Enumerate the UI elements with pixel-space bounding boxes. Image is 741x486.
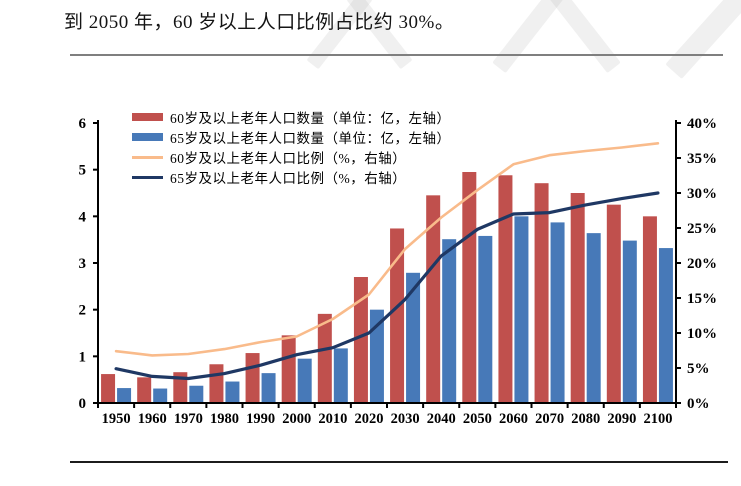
bar-60plus-count bbox=[390, 228, 405, 403]
bar-65plus-count bbox=[261, 373, 276, 403]
bar-60plus-count bbox=[281, 335, 296, 403]
right-axis-tick-label: 40% bbox=[687, 116, 717, 132]
bar-65plus-count bbox=[369, 309, 384, 403]
bar-60plus-count bbox=[606, 204, 621, 403]
right-axis-tick-label: 30% bbox=[687, 186, 717, 202]
bar-60plus-count bbox=[462, 172, 477, 403]
left-axis-tick-label: 4 bbox=[79, 209, 87, 225]
x-axis-category-label: 2070 bbox=[535, 411, 564, 427]
line-60plus-ratio bbox=[114, 142, 660, 357]
chart-legend: 60岁及以上老年人口数量（单位：亿，左轴） 65岁及以上老年人口数量（单位：亿，左… bbox=[132, 107, 451, 187]
bar-60plus-count bbox=[209, 364, 224, 403]
bar-65plus-count bbox=[586, 233, 601, 403]
x-axis-category-label: 2090 bbox=[607, 411, 636, 427]
left-axis-tick-label: 1 bbox=[79, 349, 87, 365]
legend-line-swatch bbox=[132, 175, 163, 179]
bar-65plus-count bbox=[117, 388, 132, 403]
x-axis-category-label: 1970 bbox=[174, 411, 203, 427]
bar-60plus-count bbox=[245, 353, 260, 403]
right-axis-tick-label: 35% bbox=[687, 151, 717, 167]
left-axis-tick-label: 5 bbox=[79, 163, 87, 179]
bar-60plus-count bbox=[498, 175, 513, 403]
x-axis-category-label: 1980 bbox=[210, 411, 239, 427]
x-axis-category-label: 2040 bbox=[427, 411, 456, 427]
bar-65plus-count bbox=[550, 222, 565, 403]
left-axis-tick-label: 6 bbox=[79, 116, 87, 132]
legend-item-0: 60岁及以上老年人口数量（单位：亿，左轴） bbox=[132, 107, 451, 127]
right-axis-tick-label: 20% bbox=[687, 256, 717, 272]
right-axis-tick-label: 15% bbox=[687, 291, 717, 307]
x-axis-category-label: 2100 bbox=[643, 411, 672, 427]
bar-65plus-count bbox=[406, 272, 421, 403]
x-axis-category-label: 1950 bbox=[102, 411, 131, 427]
bar-60plus-count bbox=[642, 216, 657, 403]
legend-bar-swatch bbox=[132, 113, 163, 121]
left-axis-tick-label: 0 bbox=[79, 396, 87, 412]
bar-60plus-count bbox=[534, 183, 549, 403]
x-axis-category-label: 2080 bbox=[571, 411, 600, 427]
right-axis-tick-label: 0% bbox=[687, 396, 710, 412]
right-axis-tick-label: 10% bbox=[687, 326, 717, 342]
legend-line-swatch bbox=[132, 155, 163, 159]
legend-bar-swatch bbox=[132, 133, 163, 141]
bar-60plus-count bbox=[426, 195, 441, 403]
bar-65plus-count bbox=[514, 216, 529, 403]
x-axis-category-label: 1990 bbox=[246, 411, 275, 427]
bottom-divider bbox=[70, 461, 728, 463]
bar-65plus-count bbox=[658, 248, 673, 403]
left-axis-tick-label: 3 bbox=[79, 256, 87, 272]
bar-60plus-count bbox=[101, 374, 116, 403]
top-divider bbox=[70, 54, 723, 56]
right-axis-tick-label: 25% bbox=[687, 221, 717, 237]
bar-60plus-count bbox=[353, 277, 368, 403]
x-axis-category-label: 2050 bbox=[463, 411, 492, 427]
legend-label: 60岁及以上老年人口数量（单位：亿，左轴） bbox=[170, 111, 451, 126]
bar-65plus-count bbox=[153, 388, 168, 403]
x-axis-category-label: 2060 bbox=[499, 411, 528, 427]
bar-65plus-count bbox=[333, 348, 348, 403]
bar-65plus-count bbox=[225, 381, 240, 403]
caption-text: 到 2050 年，60 岁以上人口比例占比约 30%。 bbox=[64, 12, 455, 33]
bar-65plus-count bbox=[478, 235, 493, 403]
legend-item-2: 60岁及以上老年人口比例（%，右轴） bbox=[132, 147, 451, 167]
x-axis-category-label: 2000 bbox=[282, 411, 311, 427]
bar-60plus-count bbox=[317, 313, 332, 403]
x-axis-category-label: 1960 bbox=[138, 411, 167, 427]
legend-label: 60岁及以上老年人口比例（%，右轴） bbox=[170, 151, 407, 166]
bar-60plus-count bbox=[570, 193, 585, 403]
bar-65plus-count bbox=[189, 385, 204, 403]
x-axis-category-label: 2010 bbox=[318, 411, 347, 427]
legend-item-3: 65岁及以上老年人口比例（%，右轴） bbox=[132, 167, 451, 187]
bar-65plus-count bbox=[442, 239, 457, 403]
x-axis-category-label: 2030 bbox=[391, 411, 420, 427]
legend-item-1: 65岁及以上老年人口数量（单位：亿，左轴） bbox=[132, 127, 451, 147]
bar-65plus-count bbox=[297, 358, 312, 403]
bar-60plus-count bbox=[173, 372, 188, 403]
left-axis-tick-label: 2 bbox=[79, 303, 87, 319]
bar-60plus-count bbox=[137, 377, 152, 403]
right-axis-tick-label: 5% bbox=[687, 361, 710, 377]
line-65plus-ratio bbox=[114, 191, 660, 381]
bar-65plus-count bbox=[622, 240, 637, 403]
x-axis-category-label: 2020 bbox=[354, 411, 383, 427]
legend-label: 65岁及以上老年人口比例（%，右轴） bbox=[170, 171, 407, 186]
legend-label: 65岁及以上老年人口数量（单位：亿，左轴） bbox=[170, 131, 451, 146]
